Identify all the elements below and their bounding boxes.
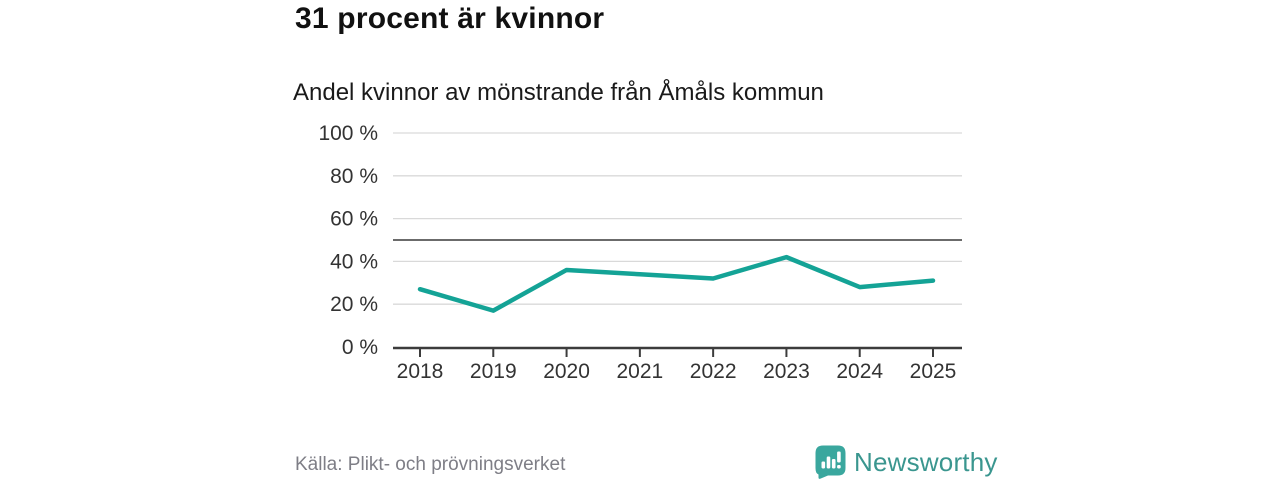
- x-tick-label: 2020: [543, 360, 590, 383]
- y-tick-label: 0 %: [342, 336, 378, 359]
- x-tick-label: 2024: [836, 360, 883, 383]
- newsworthy-logo: Newsworthy: [814, 445, 998, 479]
- y-tick-label: 100 %: [318, 122, 378, 145]
- x-tick-label: 2019: [470, 360, 517, 383]
- y-tick-label: 60 %: [330, 208, 378, 231]
- chart-subtitle: Andel kvinnor av mönstrande från Åmåls k…: [293, 79, 824, 106]
- page-title: 31 procent är kvinnor: [295, 2, 605, 35]
- x-tick-label: 2023: [763, 360, 810, 383]
- y-tick-label: 80 %: [330, 165, 378, 188]
- newsworthy-wordmark: Newsworthy: [854, 446, 998, 477]
- data-line: [417, 254, 936, 313]
- y-tick-label: 40 %: [330, 250, 378, 273]
- x-tick-label: 2025: [910, 360, 957, 383]
- x-tick-label: 2022: [690, 360, 737, 383]
- x-tick-label: 2018: [397, 360, 444, 383]
- y-tick-label: 20 %: [330, 293, 378, 316]
- newsworthy-barchart-speech-bubble-icon: [815, 445, 846, 479]
- x-tick-label: 2021: [616, 360, 663, 383]
- source-note: Källa: Plikt- och prövningsverket: [295, 454, 566, 475]
